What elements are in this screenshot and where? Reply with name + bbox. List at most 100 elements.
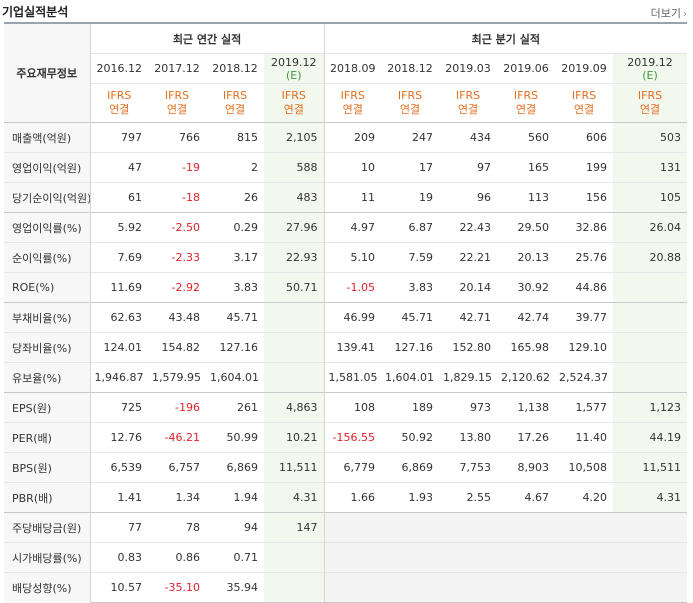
table-cell: 152.80 — [439, 332, 498, 363]
table-cell — [264, 362, 325, 393]
more-link[interactable]: 더보기 › — [651, 5, 687, 21]
table-cell: 2,105 — [264, 122, 325, 153]
table-cell: -18 — [148, 182, 206, 213]
basis-label: 연결 — [399, 103, 421, 116]
table-cell: 11.69 — [90, 272, 148, 303]
table-cell — [264, 572, 325, 603]
table-cell — [613, 302, 688, 333]
table-cell: 1.94 — [206, 482, 264, 513]
table-cell: 44.19 — [613, 422, 688, 453]
table-cell: 46.99 — [323, 302, 382, 333]
table-cell: 42.71 — [439, 302, 498, 333]
quarterly-group-header: 최근 분기 실적 — [323, 22, 688, 54]
table-cell — [381, 542, 440, 573]
row-label: 배당성향(%) — [4, 572, 91, 603]
table-cell: 797 — [90, 122, 148, 153]
basis-header: IFRS 연결 — [264, 83, 325, 123]
table-cell: 25.76 — [555, 242, 614, 273]
table-cell — [323, 542, 382, 573]
table-cell: 45.71 — [206, 302, 264, 333]
table-cell: 1.66 — [323, 482, 382, 513]
label-header: 주요재무정보 — [4, 22, 91, 123]
table-cell: 261 — [206, 392, 264, 423]
table-cell: 11.40 — [555, 422, 614, 453]
table-cell: 129.10 — [555, 332, 614, 363]
table-cell: 766 — [148, 122, 206, 153]
table-cell: 6.87 — [381, 212, 440, 243]
period-year: 2019.03 — [445, 62, 491, 75]
table-cell: 0.29 — [206, 212, 264, 243]
table-cell: 7.69 — [90, 242, 148, 273]
table-cell — [497, 512, 556, 543]
table-row: 매출액(억원) 797 766 815 2,105 209 247 434 560 606 503 — [4, 122, 688, 153]
table-cell — [439, 572, 498, 603]
period-year: 2018.12 — [387, 62, 433, 75]
table-cell: 113 — [497, 182, 556, 213]
ifrs-label: IFRS — [513, 89, 539, 102]
table-cell: 199 — [555, 152, 614, 183]
basis-header: IFRS 연결 — [497, 83, 556, 123]
table-cell — [381, 512, 440, 543]
table-cell: 29.50 — [497, 212, 556, 243]
basis-label: 연결 — [166, 103, 188, 116]
table-cell: 247 — [381, 122, 440, 153]
period-header: 2019.06 — [497, 53, 556, 84]
basis-header: IFRS 연결 — [555, 83, 614, 123]
ifrs-label: IFRS — [455, 89, 481, 102]
table-cell: 10,508 — [555, 452, 614, 483]
basis-label: 연결 — [573, 103, 595, 116]
table-cell: 77 — [90, 512, 148, 543]
period-year: 2019.12 — [627, 55, 673, 69]
table-cell: 50.71 — [264, 272, 325, 303]
basis-header: IFRS 연결 — [90, 83, 148, 123]
row-label: EPS(원) — [4, 392, 91, 423]
table-cell — [555, 512, 614, 543]
table-cell: 50.92 — [381, 422, 440, 453]
ifrs-label: IFRS — [340, 89, 365, 102]
table-cell: 503 — [613, 122, 688, 153]
table-cell: 127.16 — [381, 332, 440, 363]
table-cell: 156 — [555, 182, 614, 213]
table-row: 영업이익률(%) 5.92 -2.50 0.29 27.96 4.97 6.87 22.43 2… — [4, 212, 688, 243]
ifrs-label: IFRS — [222, 89, 248, 102]
period-header: 2018.12 — [381, 53, 440, 84]
table-cell: 11,511 — [613, 452, 688, 483]
table-cell — [497, 572, 556, 603]
table-cell: -46.21 — [148, 422, 206, 453]
row-label: 영업이익률(%) — [4, 212, 91, 243]
table-cell: 434 — [439, 122, 498, 153]
table-row: 당기순이익(억원) 61 -18 26 483 11 19 96 113 156 105 — [4, 182, 688, 213]
table-cell: 8,903 — [497, 452, 556, 483]
table-cell: 27.96 — [264, 212, 325, 243]
table-cell: 1,579.95 — [148, 362, 206, 393]
chevron-right-icon: › — [683, 9, 687, 20]
period-year: 2019.09 — [561, 62, 607, 75]
row-label: PER(배) — [4, 422, 91, 453]
table-cell: 1,946.87 — [90, 362, 148, 393]
table-cell: -1.05 — [323, 272, 382, 303]
period-header: 2016.12 — [90, 53, 148, 84]
ifrs-label: IFRS — [281, 89, 306, 102]
row-label: 시가배당률(%) — [4, 542, 91, 573]
table-cell: 139.41 — [323, 332, 382, 363]
table-cell: 20.14 — [439, 272, 498, 303]
table-cell: 1,604.01 — [206, 362, 264, 393]
estimate-mark: (E) — [642, 68, 658, 82]
period-year: 2017.12 — [154, 62, 200, 75]
row-label: 순이익률(%) — [4, 242, 91, 273]
basis-label: 연결 — [515, 103, 537, 116]
table-cell: 3.17 — [206, 242, 264, 273]
table-cell: 43.48 — [148, 302, 206, 333]
basis-label: 연결 — [109, 103, 130, 116]
table-cell — [439, 512, 498, 543]
period-year: 2018.12 — [212, 62, 258, 75]
table-cell: 7.59 — [381, 242, 440, 273]
table-cell: 97 — [439, 152, 498, 183]
table-cell: 11 — [323, 182, 382, 213]
table-cell: 19 — [381, 182, 440, 213]
table-cell: -196 — [148, 392, 206, 423]
basis-header: IFRS 연결 — [613, 83, 688, 123]
table-cell: 973 — [439, 392, 498, 423]
basis-label: 연결 — [342, 103, 363, 116]
table-cell: 147 — [264, 512, 325, 543]
